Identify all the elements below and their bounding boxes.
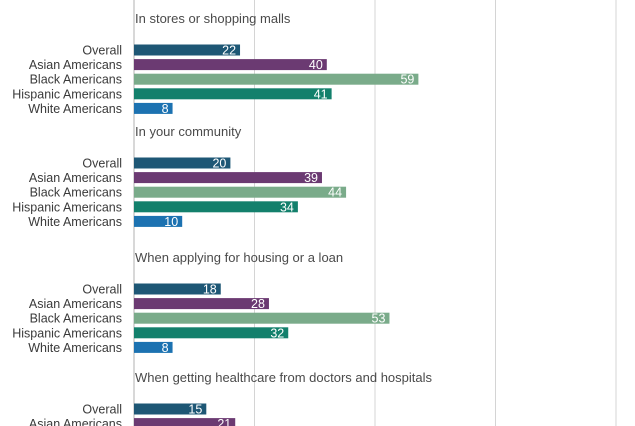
category-label-black-americans: Black Americans [30,186,122,200]
bar-in-your-community-overall [134,157,231,169]
category-label-hispanic-americans: Hispanic Americans [12,87,122,101]
category-label-asian-americans: Asian Americans [29,171,122,185]
category-label-overall: Overall [82,283,122,297]
category-label-overall: Overall [82,157,122,171]
value-label-when-applying-for-housing-or-a-loan-hispanic-americans: 32 [270,326,284,340]
group-title-in-your-community: In your community [135,124,242,139]
bar-in-stores-or-shopping-malls-asian-americans [134,59,327,71]
value-label-in-your-community-asian-americans: 39 [304,171,318,185]
category-label-white-americans: White Americans [28,102,122,116]
value-label-in-your-community-black-americans: 44 [328,186,342,200]
bar-in-your-community-black-americans [134,186,347,198]
bar-in-stores-or-shopping-malls-hispanic-americans [134,88,332,100]
bar-in-your-community-hispanic-americans [134,201,298,213]
value-label-in-stores-or-shopping-malls-white-americans: 8 [162,102,169,116]
category-label-asian-americans: Asian Americans [29,297,122,311]
group-title-in-stores-or-shopping-malls: In stores or shopping malls [135,11,291,26]
category-label-hispanic-americans: Hispanic Americans [12,200,122,214]
value-label-in-stores-or-shopping-malls-overall: 22 [222,44,236,58]
category-label-white-americans: White Americans [28,341,122,355]
bar-when-getting-healthcare-from-doctors-and-hospitals-asian-americans [134,418,236,426]
bar-when-applying-for-housing-or-a-loan-white-americans [134,341,173,353]
value-label-in-your-community-hispanic-americans: 34 [280,200,294,214]
bar-when-applying-for-housing-or-a-loan-black-americans [134,312,390,324]
category-label-black-americans: Black Americans [30,73,122,87]
bar-when-applying-for-housing-or-a-loan-overall [134,283,221,295]
category-label-asian-americans: Asian Americans [29,58,122,72]
value-label-when-getting-healthcare-from-doctors-and-hospitals-overall: 15 [188,403,202,417]
value-label-when-getting-healthcare-from-doctors-and-hospitals-asian-americans: 21 [217,417,231,426]
bar-in-stores-or-shopping-malls-white-americans [134,102,173,114]
category-label-overall: Overall [82,403,122,417]
category-label-asian-americans: Asian Americans [29,417,122,426]
grid-layer [133,0,617,426]
bar-in-stores-or-shopping-malls-overall [134,44,241,56]
value-label-in-stores-or-shopping-malls-asian-americans: 40 [309,58,323,72]
value-label-when-applying-for-housing-or-a-loan-white-americans: 8 [162,341,169,355]
category-label-hispanic-americans: Hispanic Americans [12,326,122,340]
bar-when-applying-for-housing-or-a-loan-asian-americans [134,298,269,310]
group-title-when-applying-for-housing-or-a-loan: When applying for housing or a loan [135,250,343,265]
bars-layer: In stores or shopping malls Overall 22 Asia… [12,11,433,426]
value-label-when-applying-for-housing-or-a-loan-black-americans: 53 [372,312,386,326]
category-label-black-americans: Black Americans [30,312,122,326]
category-label-overall: Overall [82,44,122,58]
bar-when-applying-for-housing-or-a-loan-hispanic-americans [134,327,289,339]
bar-in-stores-or-shopping-malls-black-americans [134,73,419,85]
value-label-in-stores-or-shopping-malls-hispanic-americans: 41 [314,87,328,101]
value-label-in-your-community-white-americans: 10 [164,215,178,229]
group-title-when-getting-healthcare-from-doctors-and-hospitals: When getting healthcare from doctors and… [135,370,433,385]
bar-in-your-community-white-americans [134,215,183,227]
bar-when-getting-healthcare-from-doctors-and-hospitals-overall [134,403,207,415]
value-label-when-applying-for-housing-or-a-loan-overall: 18 [203,283,217,297]
category-label-white-americans: White Americans [28,215,122,229]
value-label-in-stores-or-shopping-malls-black-americans: 59 [400,73,414,87]
bar-in-your-community-asian-americans [134,172,322,184]
value-label-in-your-community-overall: 20 [212,157,226,171]
value-label-when-applying-for-housing-or-a-loan-asian-americans: 28 [251,297,265,311]
